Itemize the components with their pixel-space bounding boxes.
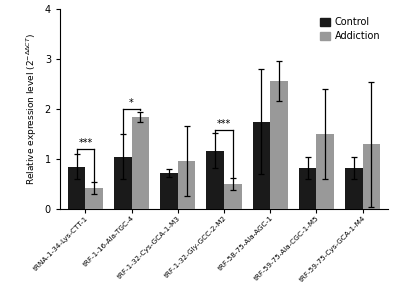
Bar xyxy=(132,117,149,209)
Bar xyxy=(206,151,224,209)
Bar xyxy=(224,184,242,209)
Bar xyxy=(299,168,316,209)
Legend: Control, Addiction: Control, Addiction xyxy=(317,14,383,44)
Bar xyxy=(253,122,270,209)
Text: *: * xyxy=(129,98,134,108)
Bar xyxy=(86,188,103,209)
Y-axis label: Relative expression level ($2^{-\Delta\Delta CT}$): Relative expression level ($2^{-\Delta\D… xyxy=(25,33,39,185)
Bar xyxy=(316,134,334,209)
Text: ***: *** xyxy=(78,138,92,148)
Bar xyxy=(114,157,132,209)
Bar xyxy=(68,167,86,209)
Bar xyxy=(160,173,178,209)
Bar xyxy=(178,161,195,209)
Bar xyxy=(345,168,362,209)
Bar xyxy=(270,81,288,209)
Bar xyxy=(362,144,380,209)
Text: ***: *** xyxy=(217,120,231,129)
